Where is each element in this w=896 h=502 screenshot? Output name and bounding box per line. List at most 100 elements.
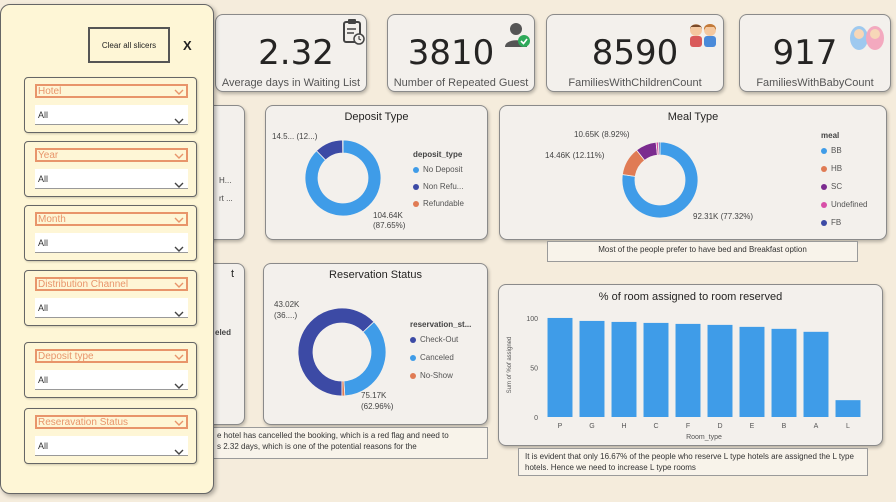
slicer-value: All (38, 375, 49, 385)
chevron-down-icon[interactable] (174, 215, 184, 226)
chevron-down-icon[interactable] (174, 151, 184, 162)
legend-item[interactable]: Refundable (413, 199, 464, 208)
legend-dot (413, 183, 419, 190)
chevron-down-icon[interactable] (174, 87, 184, 98)
slice-canceled[interactable] (343, 321, 387, 397)
legend-item[interactable]: No Deposit (413, 165, 463, 174)
chevron-down-icon[interactable] (174, 304, 184, 324)
bar-D[interactable] (707, 324, 733, 417)
kpi-label: FamiliesWithChildrenCount (568, 77, 702, 89)
legend-item[interactable]: Check-Out (410, 335, 458, 344)
slicer-dropdown[interactable]: All (35, 169, 188, 189)
clipboard-clock-icon (343, 19, 365, 45)
slicer-title[interactable]: Month (35, 212, 188, 226)
room-assigned-card: % of room assigned to room reserved 0 50 1… (498, 284, 883, 446)
x-tick-label: C (653, 423, 658, 430)
legend-item[interactable]: FB (821, 218, 841, 227)
slicer-title-text: Deposit type (38, 351, 94, 362)
legend-item[interactable]: HB (821, 164, 842, 173)
bar-G[interactable] (579, 320, 605, 417)
legend-dot (821, 165, 827, 172)
slicer-title[interactable]: Distribution Channel (35, 277, 188, 291)
x-tick-label: G (589, 423, 594, 430)
slice-bb[interactable] (621, 141, 699, 219)
x-tick-label: D (717, 423, 722, 430)
legend-item[interactable]: Non Refu... (413, 182, 463, 191)
slicer-title-text: Year (38, 150, 59, 161)
slicer-title-text: Month (38, 214, 66, 225)
data-label: (36....) (274, 311, 298, 320)
kpi-value: 2.32 (258, 33, 334, 73)
bar-C[interactable] (643, 322, 669, 417)
partial-label-2: rt ... (219, 194, 233, 203)
x-tick-label: B (782, 423, 787, 430)
chevron-down-icon[interactable] (174, 280, 184, 291)
clear-all-slicers-button[interactable]: Clear all slicers (88, 27, 170, 63)
legend-dot (410, 372, 416, 379)
chevron-down-icon[interactable] (174, 111, 184, 131)
kpi-card-baby: 917 FamiliesWithBabyCount (739, 14, 891, 92)
slice-check-out[interactable] (297, 307, 375, 397)
chart-title: Meal Type (667, 111, 719, 123)
legend-item[interactable]: No-Show (410, 371, 453, 380)
legend-title: reservation_st... (410, 320, 472, 329)
kpi-card-repeated: 3810 Number of Repeated Guest (387, 14, 535, 92)
slicer: Month All (24, 205, 197, 261)
chevron-down-icon[interactable] (174, 175, 184, 195)
bar-F[interactable] (675, 323, 701, 417)
reservation-status-card: Reservation Status 43.02K (36....) 75.17… (263, 263, 488, 425)
slicer-title[interactable]: Reseravation Status (35, 415, 188, 429)
bar-H[interactable] (611, 321, 637, 417)
x-axis-label: Room_type (686, 434, 722, 441)
partial-label-1: H... (219, 176, 232, 185)
y-axis-label: Sum of %of assigned (507, 337, 513, 394)
slicer-dropdown[interactable]: All (35, 233, 188, 253)
legend-dot (821, 219, 827, 226)
meal-type-card: Meal Type 10.65K (8.92%) 14.46K (12.11%)… (499, 105, 887, 240)
slicer-title-text: Hotel (38, 86, 62, 97)
chevron-down-icon[interactable] (174, 442, 184, 462)
chart-title: Deposit Type (344, 111, 409, 123)
slicer-dropdown[interactable]: All (35, 298, 188, 318)
bar-L[interactable] (835, 400, 861, 417)
slicer-title[interactable]: Year (35, 148, 188, 162)
legend-item[interactable]: Canceled (410, 353, 454, 362)
legend-dot (821, 147, 827, 154)
slicer-title[interactable]: Deposit type (35, 349, 188, 363)
x-tick-label: P (558, 423, 563, 430)
legend-label: Check-Out (420, 335, 459, 344)
legend-label: SC (831, 182, 843, 191)
slicer-value: All (38, 174, 49, 184)
slicer-dropdown[interactable]: All (35, 105, 188, 125)
slice-fb[interactable] (657, 141, 661, 156)
legend-item[interactable]: Undefined (821, 200, 867, 209)
slicer: Distribution Channel All (24, 270, 197, 326)
bar-P[interactable] (547, 317, 573, 417)
close-pane-button[interactable]: X (183, 38, 192, 53)
legend-title: meal (821, 131, 840, 140)
chevron-down-icon[interactable] (174, 376, 184, 396)
slicer: Hotel All (24, 77, 197, 133)
kpi-label: Average days in Waiting List (221, 77, 361, 89)
legend-item[interactable]: SC (821, 182, 842, 191)
legend-label: Undefined (831, 200, 868, 209)
legend-item[interactable]: BB (821, 146, 842, 155)
slice-no-show[interactable] (341, 380, 346, 397)
data-label: (87.65%) (373, 221, 406, 230)
slicer-title[interactable]: Hotel (35, 84, 188, 98)
chevron-down-icon[interactable] (174, 352, 184, 363)
slicer-dropdown[interactable]: All (35, 370, 188, 390)
bar-E[interactable] (739, 326, 765, 417)
chevron-down-icon[interactable] (174, 418, 184, 429)
bar-A[interactable] (803, 331, 829, 417)
meal-note: Most of the people prefer to have bed an… (547, 241, 858, 262)
slicer-pane: Clear all slicers X Hotel All Year All Month… (0, 4, 214, 494)
y-tick-label: 50 (530, 365, 538, 372)
chevron-down-icon[interactable] (174, 239, 184, 259)
slicer: Deposit type All (24, 342, 197, 398)
meal-donut-chart (621, 141, 699, 219)
slicer-dropdown[interactable]: All (35, 436, 188, 456)
bar-B[interactable] (771, 328, 797, 417)
deposit-type-card: Deposit Type 14.5... (12...) 104.64K (87… (265, 105, 488, 240)
partial-title: t (231, 268, 235, 280)
